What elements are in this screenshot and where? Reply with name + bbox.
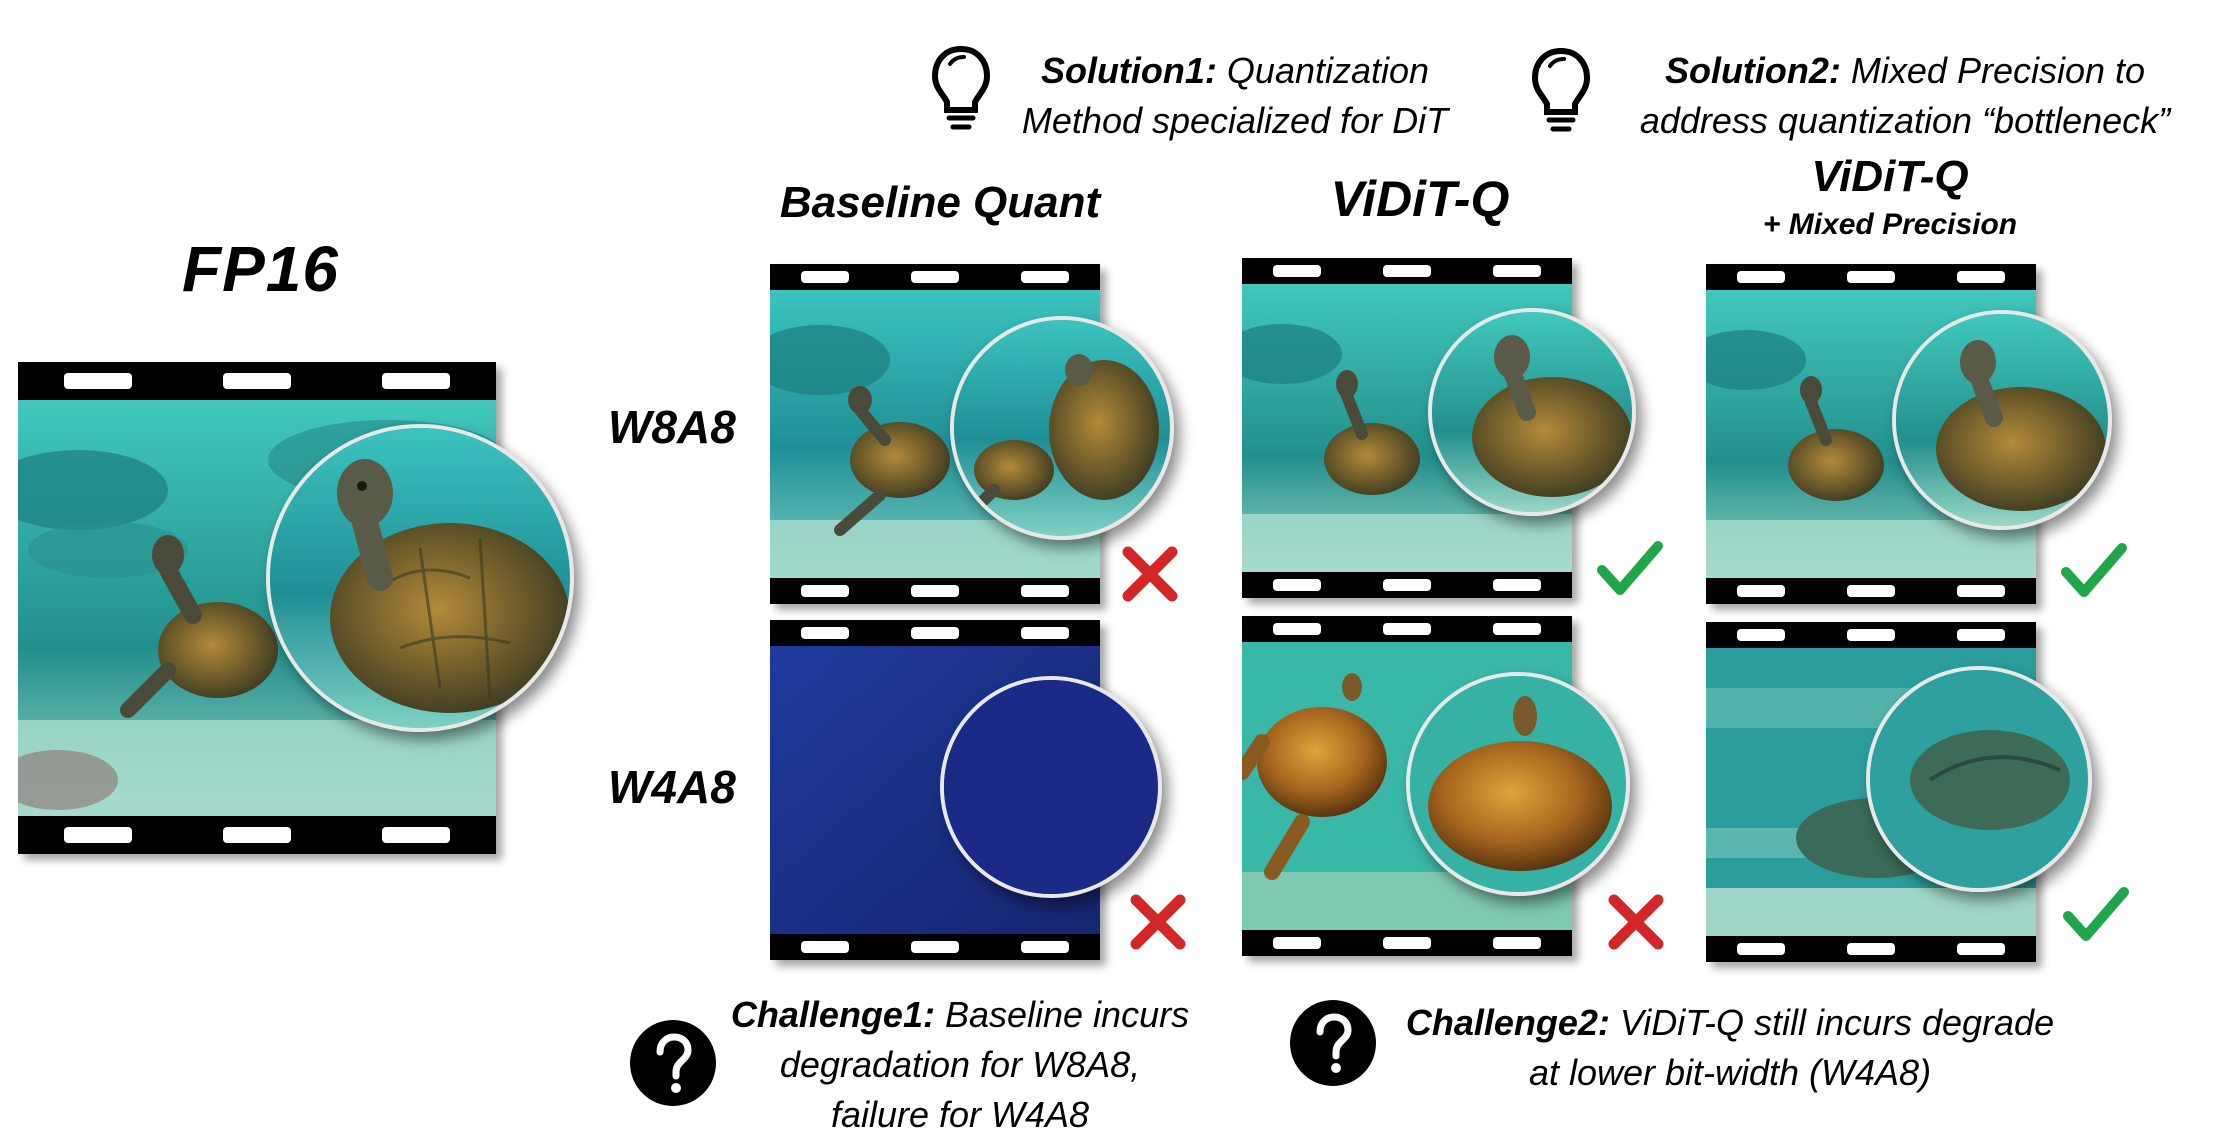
zoom-lens-vidit-q-mp-w4a8: [1866, 666, 2092, 892]
column-title-vidit-q-mp: ViDiT-Q: [1811, 152, 1969, 201]
row-label-w8a8: W8A8: [608, 401, 736, 453]
video-frame-fp16: [18, 400, 496, 816]
zoom-lens-baseline-w8a8: [950, 316, 1174, 540]
challenge2-note: Challenge2: ViDiT-Q still incurs degrade…: [1405, 1002, 2055, 1093]
question-icon: [1290, 1000, 1376, 1086]
question-icon: [630, 1020, 716, 1106]
column-title-baseline: Baseline Quant: [779, 178, 1101, 227]
column-title-vidit-q: ViDiT-Q: [1330, 171, 1510, 227]
pass-check-icon: [2060, 540, 2128, 605]
column-subtitle-vidit-q-mp: + Mixed Precision: [1762, 208, 2018, 241]
pass-check-icon: [2062, 884, 2130, 949]
fp16-title: FP16: [182, 233, 339, 305]
fail-cross-icon: [1606, 892, 1666, 957]
row-label-w4a8: W4A8: [608, 761, 736, 813]
fail-cross-icon: [1120, 544, 1180, 609]
solution2-note: Solution2: Mixed Precision to address qu…: [1639, 50, 2171, 141]
zoom-lens-vidit-q-w8a8: [1428, 308, 1636, 516]
zoom-lens-vidit-q-mp-w8a8: [1892, 310, 2112, 530]
pass-check-icon: [1596, 538, 1664, 603]
lightbulb-icon: [1530, 46, 1592, 136]
lightbulb-icon: [930, 44, 992, 134]
zoom-lens-baseline-w4a8: [940, 676, 1162, 898]
film-frame-fp16: [18, 362, 496, 854]
zoom-lens-fp16: [266, 424, 574, 732]
challenge1-note: Challenge1: Baseline incurs degradation …: [730, 994, 1190, 1135]
solution1-note: Solution1: Quantization Method specializ…: [1021, 50, 1449, 141]
fail-cross-icon: [1128, 892, 1188, 957]
zoom-lens-vidit-q-w4a8: [1406, 672, 1630, 896]
